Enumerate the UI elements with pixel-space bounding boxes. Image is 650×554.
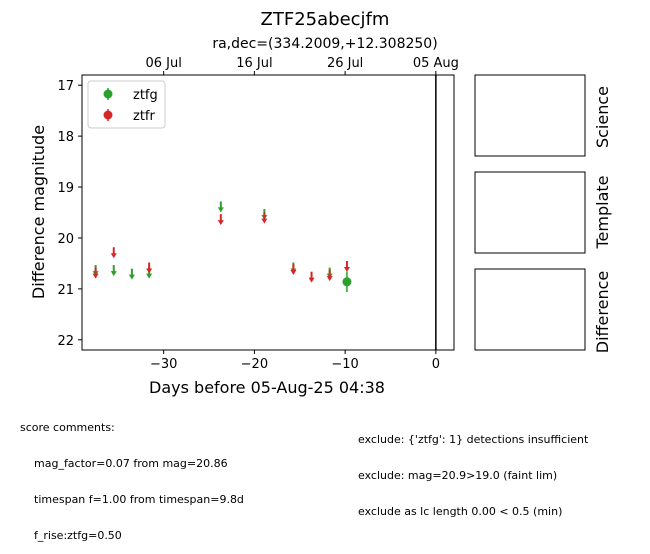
legend-marker-ztfr <box>103 110 113 120</box>
upper-limit-arrow-ztfr <box>261 218 268 224</box>
x-tick-label: −20 <box>241 357 268 372</box>
upper-limit-arrow-ztfg <box>128 274 135 280</box>
difference-label: Difference <box>593 271 612 353</box>
score-comment-line: mag_factor=0.07 from mag=20.86 <box>34 457 228 470</box>
legend-entry-ztfg: ztfg <box>103 88 158 103</box>
top-x-tick-label: 05 Aug <box>413 56 459 71</box>
legend-label-ztfg: ztfg <box>133 88 158 103</box>
score-comment-line: timespan f=1.00 from timespan=9.8d <box>34 493 244 506</box>
upper-limit-arrow-ztfr <box>217 220 224 226</box>
legend-marker-ztfg <box>103 89 113 99</box>
y-axis-label: Difference magnitude <box>29 125 48 299</box>
chart-title: ZTF25abecjfm <box>261 9 390 30</box>
science-cutout <box>474 74 586 157</box>
y-tick-label: 20 <box>57 232 74 247</box>
plot-frame <box>81 74 455 351</box>
chart-subtitle: ra,dec=(334.2009,+12.308250) <box>212 36 437 52</box>
top-x-tick-label: 26 Jul <box>327 56 363 71</box>
upper-limit-arrow-ztfr <box>146 268 153 274</box>
upper-limit-arrow-ztfr <box>92 273 99 279</box>
exclude-comment-line: exclude: mag=20.9>19.0 (faint lim) <box>358 469 558 482</box>
science-label: Science <box>593 86 612 148</box>
template-label: Template <box>593 175 612 249</box>
x-tick-label: −30 <box>150 357 177 372</box>
upper-limit-arrow-ztfr <box>110 253 117 259</box>
upper-limit-arrow-ztfg <box>217 207 224 213</box>
x-tick-label: 0 <box>432 357 440 372</box>
y-tick-label: 22 <box>57 334 74 349</box>
score-comment-line: f_rise:ztfg=0.50 <box>34 529 122 542</box>
y-tick-label: 21 <box>57 283 74 298</box>
x-tick-label: −10 <box>331 357 358 372</box>
top-x-tick-label: 06 Jul <box>145 56 181 71</box>
score-comments-header: score comments: <box>20 421 115 434</box>
upper-limit-arrow-ztfr <box>290 270 297 276</box>
exclude-comment-line: exclude as lc length 0.00 < 0.5 (min) <box>358 505 563 518</box>
y-tick-label: 18 <box>57 130 74 145</box>
legend: ztfg ztfr <box>87 80 166 129</box>
x-axis-label: Days before 05-Aug-25 04:38 <box>149 378 385 397</box>
top-x-tick-label: 16 Jul <box>236 56 272 71</box>
upper-limit-arrow-ztfr <box>326 276 333 282</box>
legend-entry-ztfr: ztfr <box>103 109 155 124</box>
legend-label-ztfr: ztfr <box>133 109 155 124</box>
exclude-comment-line: exclude: {'ztfg': 1} detections insuffic… <box>358 433 589 446</box>
y-tick-label: 17 <box>57 79 74 94</box>
y-tick-label: 19 <box>57 181 74 196</box>
upper-limit-arrow-ztfg <box>146 273 153 279</box>
detection-point-ztfg <box>342 277 352 287</box>
template-cutout <box>474 171 586 254</box>
upper-limit-arrow-ztfg <box>110 271 117 277</box>
score-comments: score comments: mag_factor=0.07 from mag… <box>20 398 244 554</box>
lightcurve-chart: ZTF25abecjfm ra,dec=(334.2009,+12.308250… <box>29 9 612 397</box>
upper-limit-arrow-ztfr <box>308 277 315 283</box>
difference-cutout <box>474 268 586 351</box>
upper-limit-arrow-ztfr <box>343 266 350 272</box>
exclude-comments: exclude: {'ztfg': 1} detections insuffic… <box>358 410 588 530</box>
